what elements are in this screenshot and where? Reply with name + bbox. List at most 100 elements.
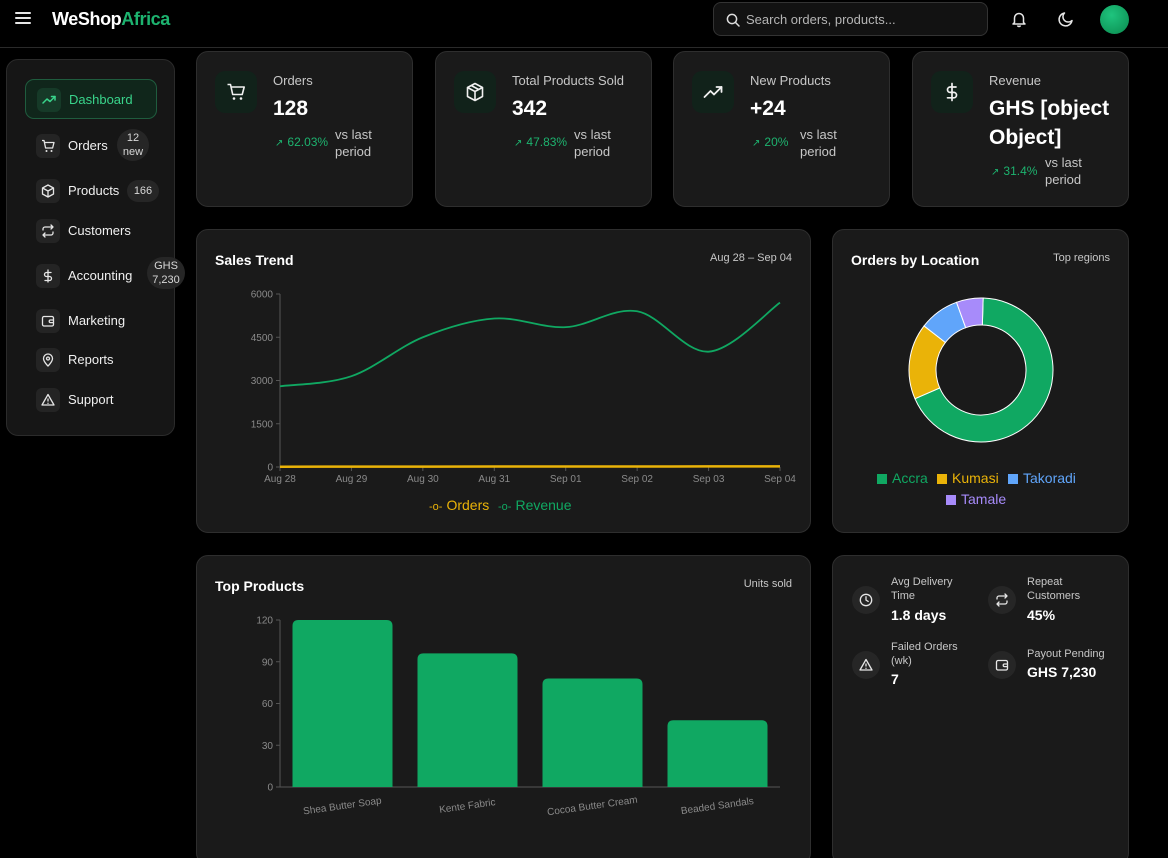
stat-period: vs last period <box>1045 154 1082 188</box>
legend-swatch <box>877 474 887 484</box>
y-tick-label: 1500 <box>251 419 274 430</box>
menu-icon[interactable] <box>12 9 34 29</box>
sidebar-item-label: Support <box>68 392 114 407</box>
cart-icon <box>215 71 257 113</box>
y-tick-label: 0 <box>267 783 273 794</box>
avatar[interactable] <box>1100 5 1129 34</box>
metric-value: 7 <box>891 671 899 687</box>
stat-value: GHS [object Object] <box>989 94 1109 152</box>
stat-change: ↗ 62.03% <box>275 135 328 149</box>
bar-kente-fabric <box>417 653 518 787</box>
x-tick-label: Beaded Sandals <box>680 796 754 817</box>
legend-item-takoradi[interactable]: Takoradi <box>1008 470 1076 486</box>
trending-up-icon <box>37 88 61 112</box>
warning-icon <box>852 651 880 679</box>
search-box <box>713 2 988 36</box>
legend-item-orders[interactable]: -o- Orders <box>429 497 489 513</box>
sidebar-item-accounting[interactable]: Accounting GHS 7,230 <box>25 256 185 296</box>
legend-marker-icon: -o- <box>429 501 443 513</box>
stat-value: +24 <box>750 97 786 120</box>
brand-part-2: Africa <box>121 9 170 29</box>
stat-card-revenue: Revenue GHS [object Object] ↗ 31.4% vs las… <box>912 51 1129 207</box>
stat-period-line: vs last <box>574 127 611 142</box>
sidebar-item-dashboard[interactable]: Dashboard <box>25 79 157 119</box>
top-products-card: Top Products Units sold 0 30 60 90 120 Shea B… <box>196 555 811 858</box>
location-title: Orders by Location <box>851 252 980 268</box>
metric-label-line: Failed Orders <box>891 641 958 653</box>
metric-label-line: Time <box>891 590 916 602</box>
x-tick-label: Sep 01 <box>550 474 582 485</box>
sidebar-item-reports[interactable]: Reports <box>25 340 157 380</box>
series-line-revenue <box>279 301 781 388</box>
sidebar-item-label: Dashboard <box>69 92 133 107</box>
sidebar: Dashboard Orders 12 new Products 166 Cust… <box>6 59 185 436</box>
location-legend: Accra Kumasi Takoradi Tamale <box>833 230 1130 534</box>
stat-card-new-products: New Products +24 ↗ 20% vs last period <box>673 51 890 207</box>
metric-label: Payout Pending <box>1027 647 1105 661</box>
bar-shea-butter-soap <box>292 620 393 787</box>
y-tick-label: 6000 <box>251 290 274 301</box>
moon-icon[interactable] <box>1057 10 1075 28</box>
legend-item-accra[interactable]: Accra <box>877 470 928 486</box>
dollar-icon <box>931 71 973 113</box>
stat-period-line: vs last <box>1045 155 1082 170</box>
sidebar-item-label: Customers <box>68 223 131 238</box>
y-tick-label: 120 <box>256 616 273 627</box>
dollar-icon <box>36 264 60 288</box>
products-badge: 166 <box>127 180 159 202</box>
search-icon <box>726 13 740 27</box>
brand-logo[interactable]: WeShopAfrica <box>52 9 170 30</box>
wallet-icon <box>36 309 60 333</box>
wallet-icon <box>988 651 1016 679</box>
stat-card-orders: Orders 128 ↗ 62.03% vs last period <box>196 51 413 207</box>
search-input[interactable] <box>746 3 982 35</box>
metric-label-line: Avg Delivery <box>891 576 953 588</box>
x-tick-label: Cocoa Butter Cream <box>547 795 639 819</box>
legend-item-revenue[interactable]: -o- Revenue <box>498 497 572 513</box>
top-products-subtitle: Units sold <box>743 578 792 590</box>
x-tick-label: Aug 30 <box>407 474 439 485</box>
trending-up-icon <box>692 71 734 113</box>
stat-change-value: 47.83% <box>526 135 568 149</box>
stat-period: vs last period <box>574 126 611 160</box>
legend-label: Kumasi <box>952 470 999 486</box>
stat-period-line: vs last <box>335 127 372 142</box>
sidebar-item-orders[interactable]: Orders 12 new <box>25 126 157 166</box>
repeat-icon <box>988 586 1016 614</box>
bell-icon[interactable] <box>1010 10 1028 28</box>
sidebar-item-marketing[interactable]: Marketing <box>25 301 157 341</box>
stat-period-line: period <box>335 144 372 159</box>
legend-item-kumasi[interactable]: Kumasi <box>937 470 999 486</box>
x-tick-label: Aug 31 <box>478 474 510 485</box>
x-tick-label: Kente Fabric <box>439 797 497 816</box>
metric-value: 45% <box>1027 607 1056 623</box>
bar-beaded-sandals <box>667 720 768 787</box>
x-tick-label: Sep 02 <box>621 474 653 485</box>
sidebar-item-customers[interactable]: Customers <box>25 211 157 251</box>
stat-change: ↗ 31.4% <box>991 164 1037 178</box>
metric-label: Failed Orders (wk) <box>891 640 958 668</box>
y-tick-label: 4500 <box>251 333 274 344</box>
metric-label-line: (wk) <box>891 655 912 667</box>
stat-period-line: period <box>1045 172 1082 187</box>
stat-label: Total Products Sold <box>512 73 625 88</box>
stat-value-line: Object] <box>989 126 1062 149</box>
top-products-chart: 0 30 60 90 120 Shea Butter Soap Kente Fabric Co… <box>256 616 780 819</box>
top-bar: WeShopAfrica <box>0 0 1168 48</box>
badge-line: 12 <box>126 132 140 144</box>
sidebar-item-support[interactable]: Support <box>25 380 157 420</box>
stat-period-line: period <box>574 144 611 159</box>
metric-label: Repeat Customers <box>1027 575 1080 603</box>
x-tick-label: Aug 29 <box>336 474 368 485</box>
sidebar-item-label: Reports <box>68 352 114 367</box>
stat-label: New Products <box>750 73 831 88</box>
repeat-icon <box>36 219 60 243</box>
brand-part-1: WeShop <box>52 9 122 29</box>
sales-trend-card: Sales Trend Aug 28 – Sep 04 0 1500 3000 450… <box>196 229 811 533</box>
legend-item-tamale[interactable]: Tamale <box>946 491 1006 507</box>
sidebar-item-products[interactable]: Products 166 <box>25 171 159 211</box>
location-donut-chart <box>908 297 1054 443</box>
stat-period: vs last period <box>800 126 837 160</box>
badge-line: 7,230 <box>152 274 180 286</box>
orders-by-location-card: Orders by Location Top regions Accra Kum… <box>832 229 1129 533</box>
